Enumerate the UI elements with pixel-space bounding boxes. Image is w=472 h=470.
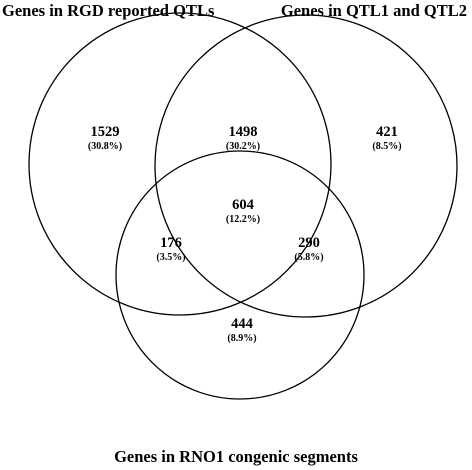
set-circle-qtl1-qtl2 bbox=[154, 14, 458, 318]
region-percent-all-three: (12.2%) bbox=[226, 214, 260, 225]
set-label-qtl1-qtl2: Genes in QTL1 and QTL2 bbox=[281, 1, 467, 20]
set-circle-rgd-qtls bbox=[28, 12, 332, 316]
region-percent-qtl12-rno1: (5.8%) bbox=[294, 252, 323, 263]
region-count-all-three: 604 bbox=[232, 197, 254, 213]
region-percent-rgd-rno1: (3.5%) bbox=[156, 252, 185, 263]
region-count-rgd-qtl12: 1498 bbox=[229, 124, 258, 140]
region-percent-rgd-qtl12: (30.2%) bbox=[226, 141, 260, 152]
region-percent-qtl12-only: (8.5%) bbox=[372, 141, 401, 152]
region-count-rno1-only: 444 bbox=[231, 316, 253, 332]
region-percent-rno1-only: (8.9%) bbox=[227, 333, 256, 344]
region-percent-rgd-only: (30.8%) bbox=[88, 141, 122, 152]
set-label-rgd-qtls: Genes in RGD reported QTLs bbox=[2, 1, 215, 20]
set-circle-rno1-congenic bbox=[115, 150, 365, 400]
region-count-qtl12-rno1: 290 bbox=[298, 235, 320, 251]
set-label-rno1-congenic: Genes in RNO1 congenic segments bbox=[114, 447, 358, 466]
region-count-rgd-only: 1529 bbox=[91, 124, 120, 140]
region-count-qtl12-only: 421 bbox=[376, 124, 398, 140]
region-count-rgd-rno1: 176 bbox=[160, 235, 182, 251]
